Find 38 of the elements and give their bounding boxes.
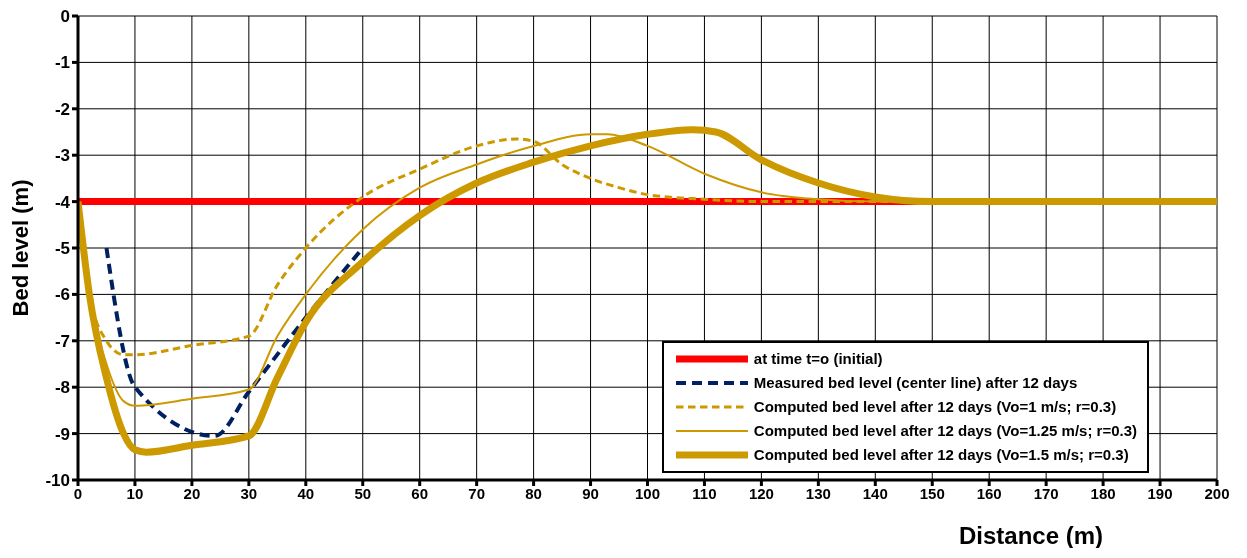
legend-label: Computed bed level after 12 days (Vo=1 m/s; r=0.3) [753, 397, 1117, 417]
y-tick-label: -7 [54, 331, 70, 351]
x-tick-label: 160 [976, 484, 1002, 502]
x-tick-label: 200 [1204, 484, 1230, 502]
legend-label: Measured bed level (center line) after 12 days [753, 373, 1078, 393]
x-tick-label: 130 [805, 484, 831, 502]
x-tick-label: 40 [297, 484, 315, 502]
x-tick-label: 70 [468, 484, 485, 502]
legend-label: Computed bed level after 12 days (Vo=1.25 m/s; r=0.3) [753, 421, 1137, 441]
y-tick-label: 0 [60, 7, 70, 27]
x-tick-label: 0 [73, 484, 83, 502]
x-tick-label: 120 [748, 484, 774, 502]
legend-label: at time t=o (initial) [753, 349, 883, 369]
x-tick-label: 170 [1033, 484, 1059, 502]
x-tick-label: 140 [862, 484, 888, 502]
y-tick-label: -3 [54, 146, 70, 166]
y-axis-title: Bed level (m) [7, 179, 33, 317]
x-tick-label: 50 [354, 484, 372, 502]
x-tick-label: 10 [126, 484, 144, 502]
legend-label: Computed bed level after 12 days (Vo=1.5 m/s; r=0.3) [753, 445, 1129, 465]
y-tick-label: -8 [54, 378, 70, 398]
x-tick-label: 30 [240, 484, 258, 502]
y-tick-label: -2 [54, 99, 70, 119]
y-tick-label: -1 [54, 53, 70, 73]
x-tick-label: 190 [1147, 484, 1173, 502]
y-tick-label: -5 [54, 239, 70, 259]
x-tick-label: 20 [183, 484, 201, 502]
y-tick-label: -4 [54, 192, 71, 212]
x-tick-label: 90 [582, 484, 599, 502]
x-tick-label: 150 [919, 484, 945, 502]
y-tick-label: -9 [54, 424, 70, 444]
x-tick-label: 180 [1090, 484, 1116, 502]
y-tick-label: -10 [45, 471, 70, 491]
x-tick-label: 80 [525, 484, 542, 502]
x-tick-label: 60 [411, 484, 429, 502]
x-tick-label: 110 [692, 484, 717, 502]
y-tick-label: -6 [54, 285, 70, 305]
x-tick-label: 100 [634, 484, 661, 502]
